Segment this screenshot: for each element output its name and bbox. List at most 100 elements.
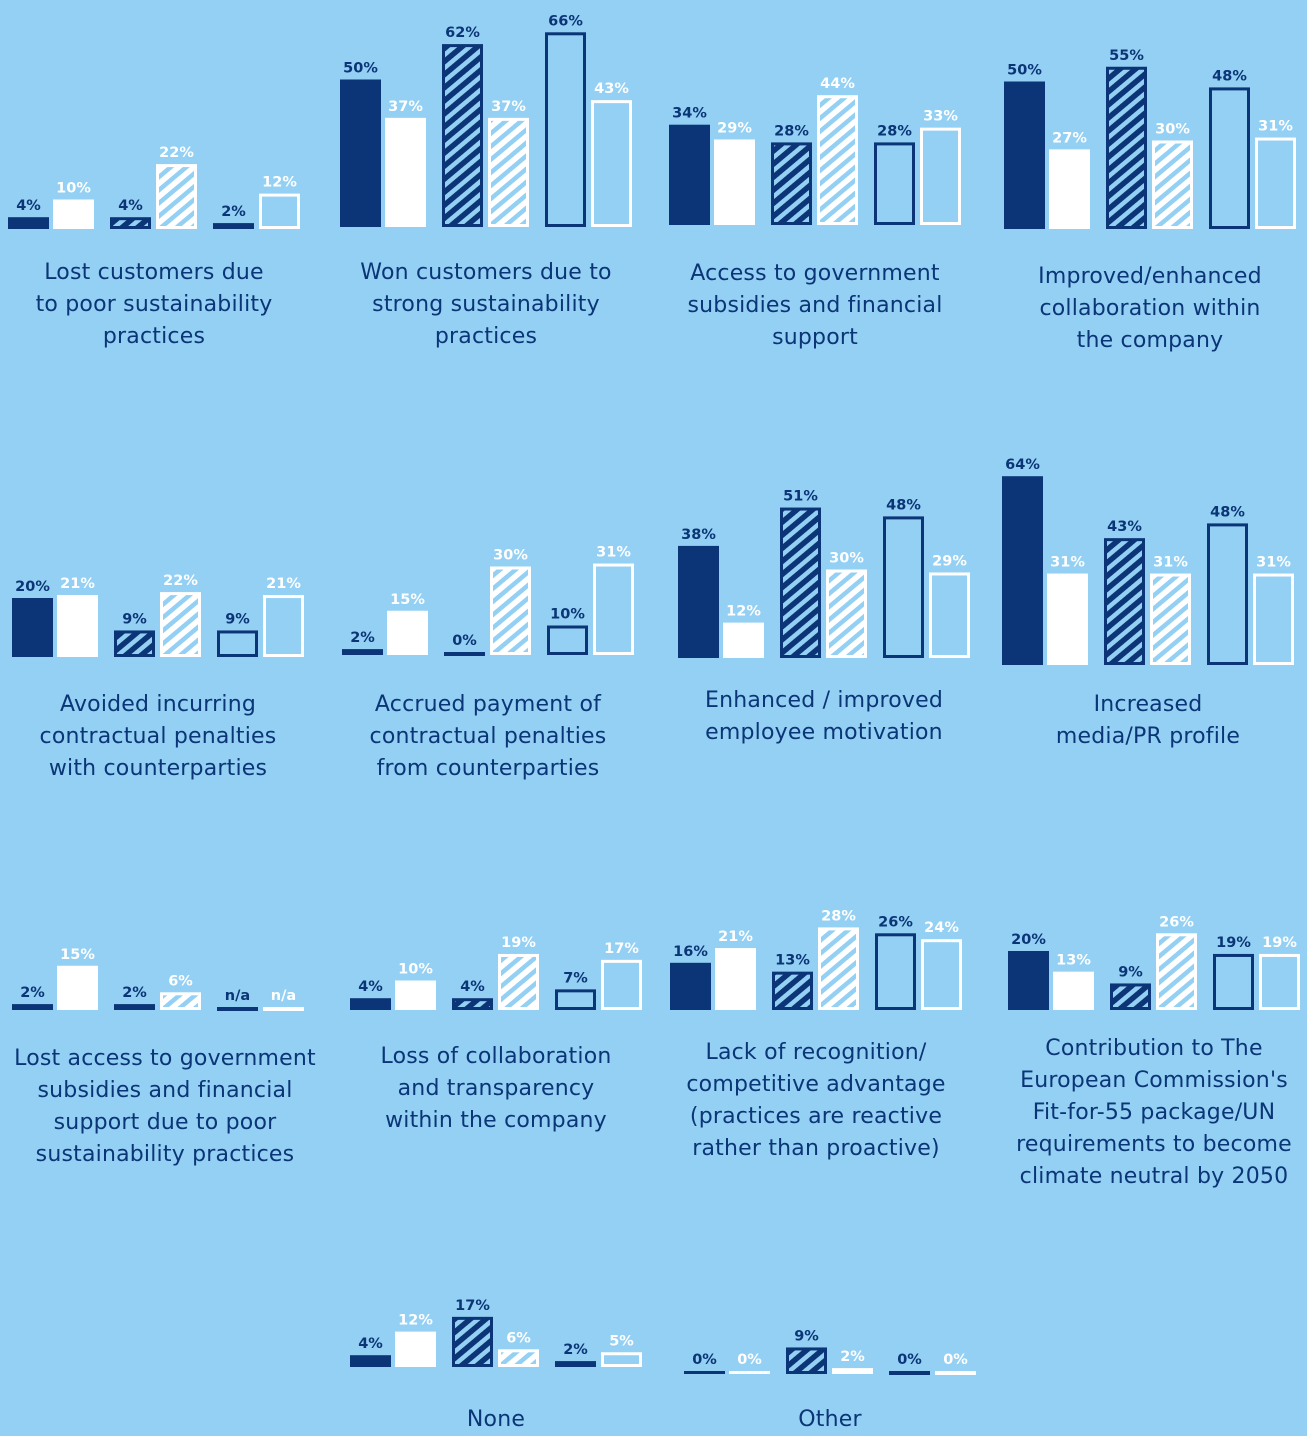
bar-12-3: [1110, 983, 1151, 1011]
bar-14-4: [832, 1368, 873, 1374]
bar-value-label: 37%: [491, 99, 526, 115]
bar-1-3: [110, 217, 151, 229]
bar-value-label: 13%: [775, 953, 810, 969]
chart-caption: Enhanced / improved employee motivation: [704, 688, 944, 745]
bar-value-label: 5%: [609, 1333, 634, 1349]
bar-value-label: 13%: [1056, 953, 1091, 969]
bar-value-label: 31%: [1050, 555, 1085, 571]
bar-4-4: [1152, 140, 1193, 229]
bar-3-5: [874, 142, 915, 225]
bar-value-label: 17%: [604, 941, 639, 957]
bar-9-3: [114, 1004, 155, 1010]
bar-value-label: 55%: [1109, 48, 1144, 64]
bar-value-label: 16%: [673, 944, 708, 960]
bar-10-2: [395, 980, 436, 1010]
bar-value-label: 31%: [1153, 555, 1188, 571]
bar-value-label: 43%: [594, 81, 629, 97]
bar-value-label: 20%: [1011, 932, 1046, 948]
bar-value-label: 0%: [692, 1352, 717, 1368]
bar-value-label: 51%: [783, 489, 818, 505]
bar-2-4: [488, 117, 529, 227]
bar-4-1: [1004, 81, 1045, 229]
bar-value-label: 50%: [343, 61, 378, 77]
bar-1-5: [213, 223, 254, 230]
bar-13-4: [498, 1349, 539, 1368]
bar-value-label: 28%: [774, 123, 809, 139]
chart-caption: Access to government subsidies and finan…: [687, 261, 943, 350]
bar-13-3: [452, 1316, 493, 1367]
bar-3-4: [817, 95, 858, 225]
bar-6-1: [342, 649, 383, 655]
bar-value-label: 2%: [221, 204, 246, 220]
bar-4-6: [1255, 137, 1296, 229]
bar-3-6: [920, 127, 961, 225]
bar-7-2: [723, 622, 764, 658]
bar-value-label: 30%: [829, 551, 864, 567]
bar-value-label: 2%: [840, 1349, 865, 1365]
chart-caption: Lost access to government subsidies and …: [14, 1046, 316, 1167]
bar-value-label: 0%: [737, 1352, 762, 1368]
bar-value-label: 28%: [877, 123, 912, 139]
bar-value-label: n/a: [225, 988, 250, 1004]
bar-2-2: [385, 117, 426, 227]
bar-value-label: 31%: [596, 545, 631, 561]
bar-13-2: [395, 1331, 436, 1367]
bar-value-label: 44%: [820, 76, 855, 92]
bar-14-2: [729, 1371, 770, 1374]
bar-10-5: [555, 989, 596, 1010]
bar-value-label: 4%: [358, 1336, 383, 1352]
bar-6-5: [547, 625, 588, 655]
bar-14-1: [684, 1371, 725, 1374]
bar-9-2: [57, 965, 98, 1010]
bar-value-label: 37%: [388, 99, 423, 115]
bar-5-1: [12, 598, 53, 657]
bar-2-1: [340, 79, 381, 227]
bar-value-label: 34%: [672, 106, 707, 122]
bar-6-4: [490, 566, 531, 655]
bar-1-4: [156, 164, 197, 230]
bar-9-4: [160, 992, 201, 1010]
bar-value-label: 10%: [398, 962, 433, 978]
bar-value-label: 4%: [358, 979, 383, 995]
bar-2-5: [545, 32, 586, 227]
bar-value-label: 21%: [266, 576, 301, 592]
bar-value-label: 29%: [717, 120, 752, 136]
bar-value-label: 20%: [15, 579, 50, 595]
bar-value-label: 31%: [1258, 119, 1293, 135]
bar-value-label: 0%: [897, 1352, 922, 1368]
bar-value-label: 0%: [943, 1352, 968, 1368]
bar-5-3: [114, 630, 155, 658]
bar-value-label: 28%: [821, 908, 856, 924]
bar-11-3: [772, 971, 813, 1011]
bar-value-label: 31%: [1256, 555, 1291, 571]
bar-value-label: 26%: [878, 914, 913, 930]
bar-value-label: 4%: [16, 198, 41, 214]
bar-5-5: [217, 630, 258, 658]
bar-value-label: 4%: [460, 979, 485, 995]
chart-caption: Won customers due to strong sustainabili…: [360, 260, 612, 349]
bar-9-6: [263, 1007, 304, 1011]
bar-11-5: [875, 933, 916, 1010]
bar-14-5: [889, 1371, 930, 1375]
bar-value-label: 15%: [390, 592, 425, 608]
bar-value-label: 38%: [681, 527, 716, 543]
bar-9-5: [217, 1007, 258, 1011]
chart-caption: Lost customers due to poor sustainabilit…: [35, 260, 273, 349]
bar-value-label: 22%: [159, 145, 194, 161]
bar-8-3: [1104, 538, 1145, 666]
bar-8-6: [1253, 573, 1294, 665]
chart-caption: Loss of collaboration and transparency w…: [380, 1044, 612, 1133]
bar-6-6: [593, 563, 634, 655]
bar-12-2: [1053, 971, 1094, 1010]
bar-value-label: 10%: [550, 607, 585, 623]
bar-12-4: [1156, 933, 1197, 1010]
bar-3-1: [669, 124, 710, 225]
bar-1-1: [8, 217, 49, 229]
bar-value-label: 0%: [452, 633, 477, 649]
